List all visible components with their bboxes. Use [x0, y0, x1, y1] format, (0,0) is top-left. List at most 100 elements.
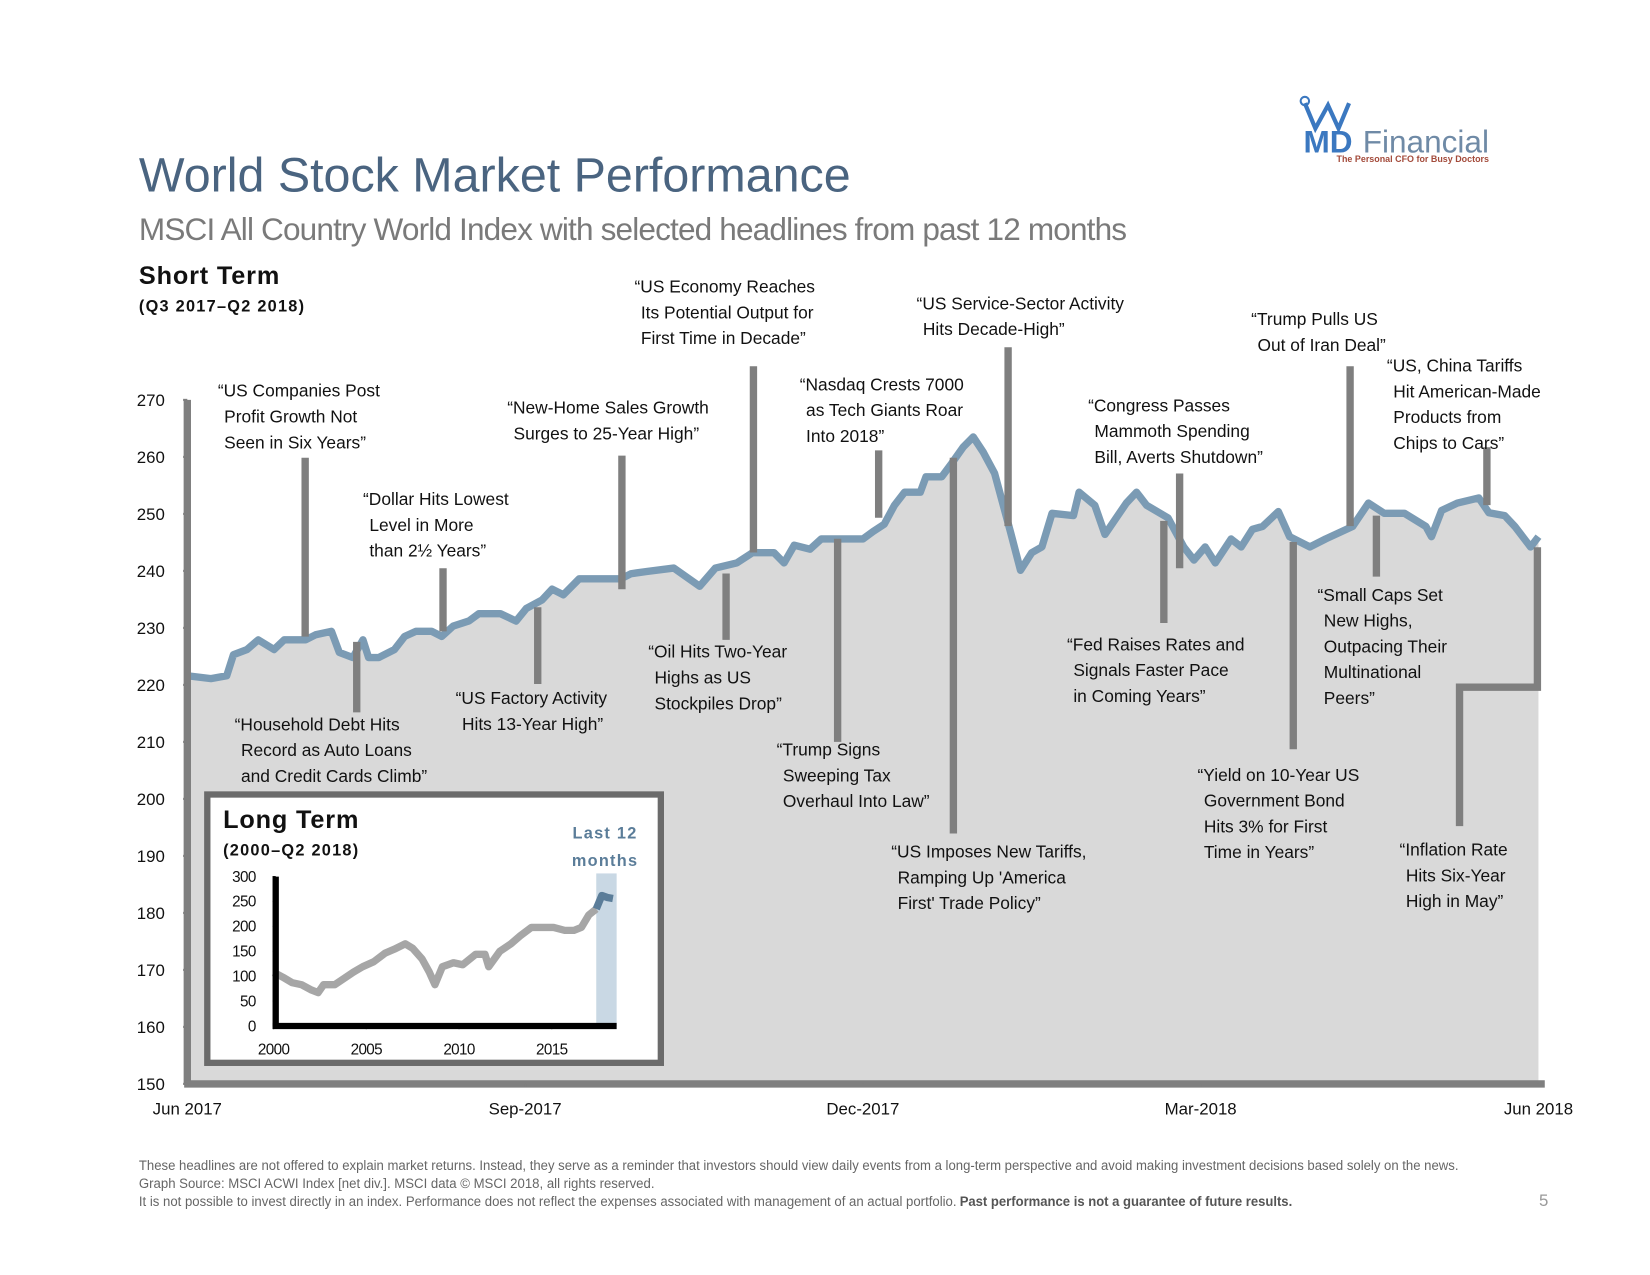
- page-number: 5: [1539, 1191, 1548, 1210]
- headline: as Tech Giants Roar: [806, 400, 963, 420]
- headline: “Nasdaq Crests 7000: [800, 374, 964, 394]
- headline: Its Potential Output for: [641, 302, 814, 322]
- headline: First Time in Decade”: [641, 328, 806, 348]
- y-tick-label: 240: [137, 562, 165, 581]
- y-tick-label: 100: [232, 968, 256, 985]
- headline: Seen in Six Years”: [224, 432, 366, 452]
- footer-disclaimer: It is not possible to invest directly in…: [139, 1194, 957, 1210]
- headline: Chips to Cars”: [1393, 433, 1504, 453]
- x-tick-label: Jun 2017: [153, 1099, 222, 1118]
- headline: Signals Faster Pace: [1073, 660, 1228, 680]
- x-tick-label: 2010: [443, 1041, 475, 1058]
- y-tick-label: 160: [137, 1018, 165, 1037]
- y-tick-label: 170: [137, 961, 165, 980]
- headline: New Highs,: [1324, 611, 1413, 631]
- headline: “Household Debt Hits: [235, 714, 400, 734]
- headline: “US Service-Sector Activity: [917, 293, 1125, 313]
- headline: Government Bond: [1204, 791, 1345, 811]
- logo-icon: [1299, 95, 1311, 107]
- title: World Stock Market Performance: [139, 149, 851, 203]
- headline: than 2½ Years”: [369, 541, 486, 561]
- headline: Mammoth Spending: [1094, 421, 1249, 441]
- y-tick-label: 230: [137, 619, 165, 638]
- headline: Out of Iran Deal”: [1257, 335, 1386, 355]
- x-tick-label: Sep-2017: [489, 1099, 562, 1118]
- headline: in Coming Years”: [1073, 686, 1205, 706]
- logo-mark: MD: [1303, 124, 1352, 160]
- headline: “Dollar Hits Lowest: [363, 489, 509, 509]
- panel-subtitle: (Q3 2017–Q2 2018): [139, 297, 305, 315]
- headline: Stockpiles Drop”: [655, 693, 783, 713]
- headline: Hits Decade-High”: [923, 319, 1065, 339]
- y-tick-label: 50: [240, 993, 256, 1010]
- y-tick-label: 270: [137, 391, 165, 410]
- headline: “New-Home Sales Growth: [507, 398, 709, 418]
- headline: Surges to 25-Year High”: [514, 423, 700, 443]
- y-tick-label: 250: [232, 894, 256, 911]
- highlight-label: months: [572, 852, 638, 870]
- inset-subtitle: (2000–Q2 2018): [223, 842, 359, 860]
- line: [186, 433, 1542, 683]
- headline: “Congress Passes: [1088, 395, 1230, 415]
- headline: “US Economy Reaches: [635, 277, 816, 297]
- headline: “Trump Signs: [777, 740, 881, 760]
- headline: Sweeping Tax: [783, 765, 891, 785]
- headline: Hits 13-Year High”: [462, 714, 603, 734]
- x-tick-label: Dec-2017: [826, 1099, 899, 1118]
- headline: “Fed Raises Rates and: [1067, 634, 1245, 654]
- headline: “US, China Tariffs: [1387, 355, 1523, 375]
- x-tick-label: 2015: [536, 1041, 568, 1058]
- headline: “Small Caps Set: [1317, 585, 1443, 605]
- x-tick-label: 2005: [351, 1041, 383, 1058]
- headline: Hits Six-Year: [1406, 865, 1506, 885]
- footer-note: These headlines are not offered to expla…: [139, 1158, 1459, 1174]
- long-term-chart: Long Term (2000–Q2 2018) Last 12 months 0 5…: [204, 791, 664, 1066]
- y-tick-label: 210: [137, 733, 165, 752]
- headline: Peers”: [1324, 688, 1375, 708]
- headline: Overhaul Into Law”: [783, 791, 930, 811]
- headline-connector: [1455, 547, 1542, 827]
- x-tick-label: 2000: [258, 1041, 290, 1058]
- headline: “US Imposes New Tariffs,: [891, 842, 1086, 862]
- headline: Hits 3% for First: [1204, 816, 1328, 836]
- headline: Level in More: [369, 515, 473, 535]
- y-tick-label: 200: [232, 919, 256, 936]
- y-tick-label: 190: [137, 847, 165, 866]
- line: [592, 891, 614, 911]
- headline: Hit American-Made: [1393, 381, 1541, 401]
- x-tick-label: Jun 2018: [1504, 1099, 1573, 1118]
- headline: Outpacing Their: [1324, 636, 1447, 656]
- headline: Products from: [1393, 407, 1501, 427]
- headline: “Trump Pulls US: [1251, 309, 1378, 329]
- headline: High in May”: [1406, 891, 1504, 911]
- headline: Highs as US: [655, 667, 751, 687]
- x-tick-label: Mar-2018: [1165, 1099, 1237, 1118]
- inset-title: Long Term: [223, 806, 359, 834]
- logo-icon: [1302, 100, 1351, 134]
- headline: Record as Auto Loans: [241, 740, 412, 760]
- headline: Into 2018”: [806, 426, 884, 446]
- y-tick-label: 300: [232, 869, 256, 886]
- footer-source: Graph Source: MSCI ACWI Index [net div.]…: [139, 1176, 655, 1192]
- logo-tagline: The Personal CFO for Busy Doctors: [1337, 154, 1489, 164]
- headline: “Yield on 10-Year US: [1198, 765, 1360, 785]
- headline: Time in Years”: [1204, 842, 1315, 862]
- y-tick-label: 150: [232, 944, 256, 961]
- logo-name: Financial: [1363, 124, 1489, 160]
- headline: “US Companies Post: [218, 381, 380, 401]
- headline: Ramping Up 'America: [898, 867, 1067, 887]
- panel-title: Short Term: [139, 262, 280, 290]
- headline: and Credit Cards Climb”: [241, 766, 427, 786]
- y-tick-label: 200: [137, 790, 165, 809]
- headline: “US Factory Activity: [456, 688, 608, 708]
- subtitle: MSCI All Country World Index with select…: [139, 211, 1126, 247]
- y-tick-label: 0: [248, 1018, 256, 1035]
- y-tick-label: 260: [137, 448, 165, 467]
- headline: Multinational: [1324, 662, 1421, 682]
- footer-disclaimer-bold: Past performance is not a guarantee of f…: [960, 1194, 1293, 1210]
- headline: “Inflation Rate: [1400, 840, 1508, 860]
- headline: Bill, Averts Shutdown”: [1094, 447, 1263, 467]
- y-tick-label: 220: [137, 676, 165, 695]
